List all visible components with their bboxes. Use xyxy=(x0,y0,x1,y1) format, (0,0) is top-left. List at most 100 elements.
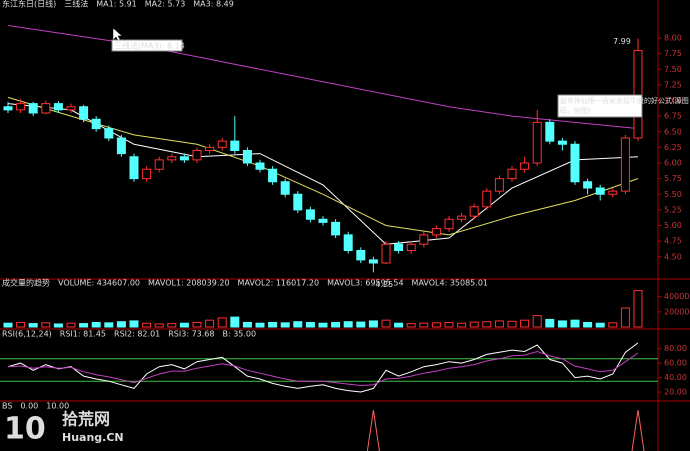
rsi-line xyxy=(7,350,639,387)
volume-bar xyxy=(557,320,567,328)
candle-body xyxy=(255,162,265,170)
signal-spike xyxy=(631,410,645,451)
volume-bar xyxy=(406,323,416,328)
panel-header: MAVOL2: 116017.20 xyxy=(238,279,320,288)
candle-body xyxy=(557,140,567,145)
volume-bar xyxy=(595,322,605,328)
note: 股市神仙眼一含米来捉牛股的好公式(源图 xyxy=(560,96,689,105)
candle-body xyxy=(179,156,189,161)
volume-bar xyxy=(381,319,391,328)
tooltip: 三线法(MA3): 8.14 xyxy=(114,41,185,51)
candle-body xyxy=(66,106,76,111)
volume-bar xyxy=(331,321,341,328)
candle-body xyxy=(545,121,555,142)
note-box xyxy=(557,94,643,118)
candle-body xyxy=(356,250,366,261)
y-tick-label: 5.00 xyxy=(664,221,682,230)
candle-body xyxy=(620,137,630,192)
candle-body xyxy=(520,162,530,170)
y-tick-label: 5.50 xyxy=(664,190,682,199)
volume-bar xyxy=(394,322,404,328)
panel-header: MAVOL1: 208039.20 xyxy=(148,279,230,288)
volume-bar xyxy=(583,321,593,328)
y-tick-label: 20000 xyxy=(664,307,689,316)
panel-header: 0.00 xyxy=(20,402,38,411)
panel-header: VOLUME: 434607.00 xyxy=(58,279,140,288)
volume-bar xyxy=(217,317,227,328)
volume-bar xyxy=(104,322,114,328)
y-tick-label: 6.25 xyxy=(664,143,682,152)
panel-header: 三线法 xyxy=(64,0,88,9)
candle-body xyxy=(154,159,164,170)
candle-body xyxy=(595,187,605,195)
y-tick-label: 4.75 xyxy=(664,237,682,246)
candle-body xyxy=(343,234,353,251)
high-label: 7.99 xyxy=(613,37,631,46)
y-tick-label: 40.00 xyxy=(664,373,687,382)
candle-body xyxy=(142,168,152,180)
volume-bar xyxy=(419,322,429,328)
candle-body xyxy=(469,206,479,217)
low-label: 4.25 xyxy=(375,280,393,289)
volume-bar xyxy=(179,322,189,328)
panel-header: MA3: 8.49 xyxy=(193,0,234,9)
candle-body xyxy=(205,146,215,151)
candle-body xyxy=(79,106,89,120)
candle-body xyxy=(305,209,315,220)
volume-bar xyxy=(469,321,479,328)
candle-body xyxy=(192,150,202,161)
y-tick-label: 8.00 xyxy=(664,34,682,43)
candle-body xyxy=(431,228,441,236)
y-tick-label: 7.50 xyxy=(664,65,682,74)
panel-header: RSI2: 82.01 xyxy=(114,330,160,339)
volume-bar xyxy=(142,322,152,328)
candle-body xyxy=(368,259,378,264)
volume-bar xyxy=(293,321,303,328)
candle-body xyxy=(494,178,504,192)
panel-header: B: 35.00 xyxy=(222,330,256,339)
y-tick-label: 6.50 xyxy=(664,127,682,136)
panel-header: 10.00 xyxy=(46,402,69,411)
volume-bar xyxy=(305,321,315,328)
panel-header: RSI3: 73.68 xyxy=(168,330,214,339)
volume-bar xyxy=(230,316,240,328)
volume-bar xyxy=(79,323,89,328)
panel-header: RSI(6,12,24) xyxy=(2,330,52,339)
panel-header: RSI1: 81.45 xyxy=(60,330,106,339)
y-tick-label: 20.00 xyxy=(664,388,687,397)
volume-bar xyxy=(532,315,542,328)
volume-bar xyxy=(129,320,139,328)
candle-body xyxy=(217,140,227,148)
volume-bar xyxy=(3,322,13,328)
panel-header: MAVOL3: 69595.54 xyxy=(327,279,403,288)
volume-bar xyxy=(620,307,630,328)
panel-header: MA2: 5.73 xyxy=(145,0,186,9)
volume-bar xyxy=(53,323,63,328)
volume-bar xyxy=(633,290,643,328)
candle-body xyxy=(41,103,51,114)
panel-header: MA1: 5.91 xyxy=(96,0,137,9)
volume-bar xyxy=(545,318,555,328)
y-tick-label: 6.00 xyxy=(664,159,682,168)
volume-bar xyxy=(91,321,101,328)
candle-body xyxy=(242,150,252,164)
candle-body xyxy=(16,103,26,111)
candle-body xyxy=(406,243,416,251)
panel-header: MAVOL4: 35085.01 xyxy=(412,279,488,288)
candle-body xyxy=(331,221,341,236)
candle-body xyxy=(3,106,13,111)
volume-bar xyxy=(318,322,328,328)
candle-body xyxy=(230,140,240,151)
volume-bar xyxy=(368,320,378,328)
y-tick-label: 6.75 xyxy=(664,112,682,121)
volume-bar xyxy=(66,322,76,328)
candle-body xyxy=(167,156,177,161)
candle-body xyxy=(53,103,63,111)
candle-body xyxy=(482,190,492,208)
candle-body xyxy=(608,190,618,195)
candle-body xyxy=(444,218,454,230)
volume-bar xyxy=(16,321,26,328)
candle-body xyxy=(268,168,278,183)
